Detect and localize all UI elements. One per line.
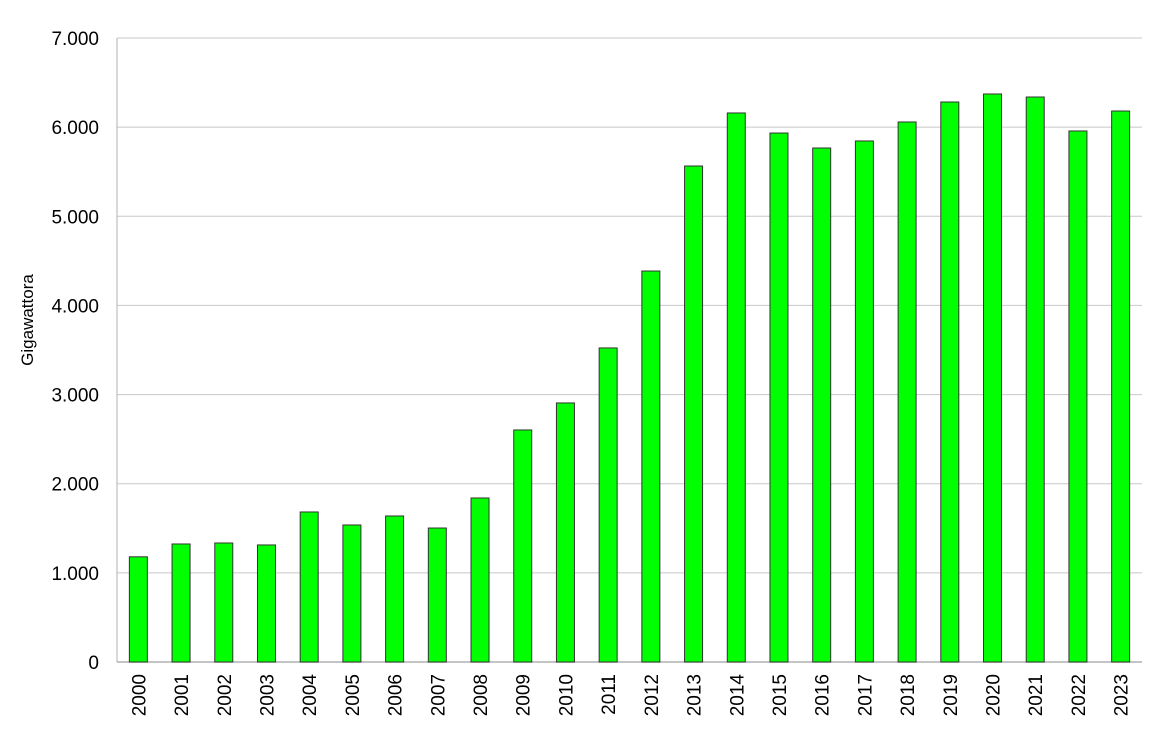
bar-2023 [1111,110,1131,663]
x-tick-label: 2008 [471,674,492,716]
bar-2020 [983,93,1003,663]
x-tick-label: 2005 [343,674,364,716]
x-tick-label: 2010 [556,674,577,716]
bar-2012 [641,270,661,663]
bar-2003 [256,544,276,663]
bar-2010 [555,402,575,663]
bar-2022 [1068,130,1088,663]
y-tick-label: 0 [88,653,99,674]
bar-2019 [940,101,960,663]
y-axis-label: Gigawattora [18,274,37,366]
x-tick-label: 2016 [813,674,834,716]
x-tick-label: 2007 [428,674,449,716]
x-tick-label: 2013 [685,674,706,716]
bar-2000 [128,556,148,663]
x-tick-label: 2022 [1069,674,1090,716]
y-tick-label: 7.000 [51,29,99,50]
y-tick-label: 6.000 [51,118,99,139]
y-tick-label: 5.000 [51,207,99,228]
x-tick-label: 2020 [984,674,1005,716]
bar-2009 [513,429,533,663]
x-tick-label: 2023 [1112,674,1133,716]
bar-2004 [299,511,319,663]
x-tick-label: 2017 [855,674,876,716]
y-tick-label: 1.000 [51,564,99,585]
x-tick-label: 2012 [642,674,663,716]
y-tick-label: 4.000 [51,296,99,317]
y-tick-label: 2.000 [51,475,99,496]
x-tick-label: 2015 [770,674,791,716]
bar-2005 [342,524,362,663]
bar-2018 [897,121,917,663]
x-tick-label: 2014 [727,674,748,717]
bar-2015 [769,132,789,663]
x-tick-label: 2001 [172,674,193,716]
x-tick-label: 2009 [514,674,535,716]
y-tick-label: 3.000 [51,386,99,407]
bar-2011 [598,347,618,663]
bar-2016 [812,147,832,663]
x-tick-label: 2011 [599,674,620,715]
bar-2017 [854,140,874,663]
x-tick-label: 2019 [941,674,962,716]
x-tick-label: 2021 [1026,674,1047,716]
x-tick-label: 2018 [898,674,919,716]
bar-2006 [385,515,405,663]
bar-2002 [214,542,234,663]
bar-2001 [171,543,191,663]
x-tick-label: 2002 [215,674,236,716]
x-tick-label: 2006 [386,674,407,716]
bar-2008 [470,497,490,663]
bar-2014 [726,112,746,663]
bar-2013 [684,165,704,663]
x-tick-label: 2000 [129,674,150,716]
x-tick-label: 2003 [257,674,278,716]
bar-2021 [1025,96,1045,663]
x-tick-label: 2004 [300,674,321,717]
bar-2007 [427,527,447,663]
